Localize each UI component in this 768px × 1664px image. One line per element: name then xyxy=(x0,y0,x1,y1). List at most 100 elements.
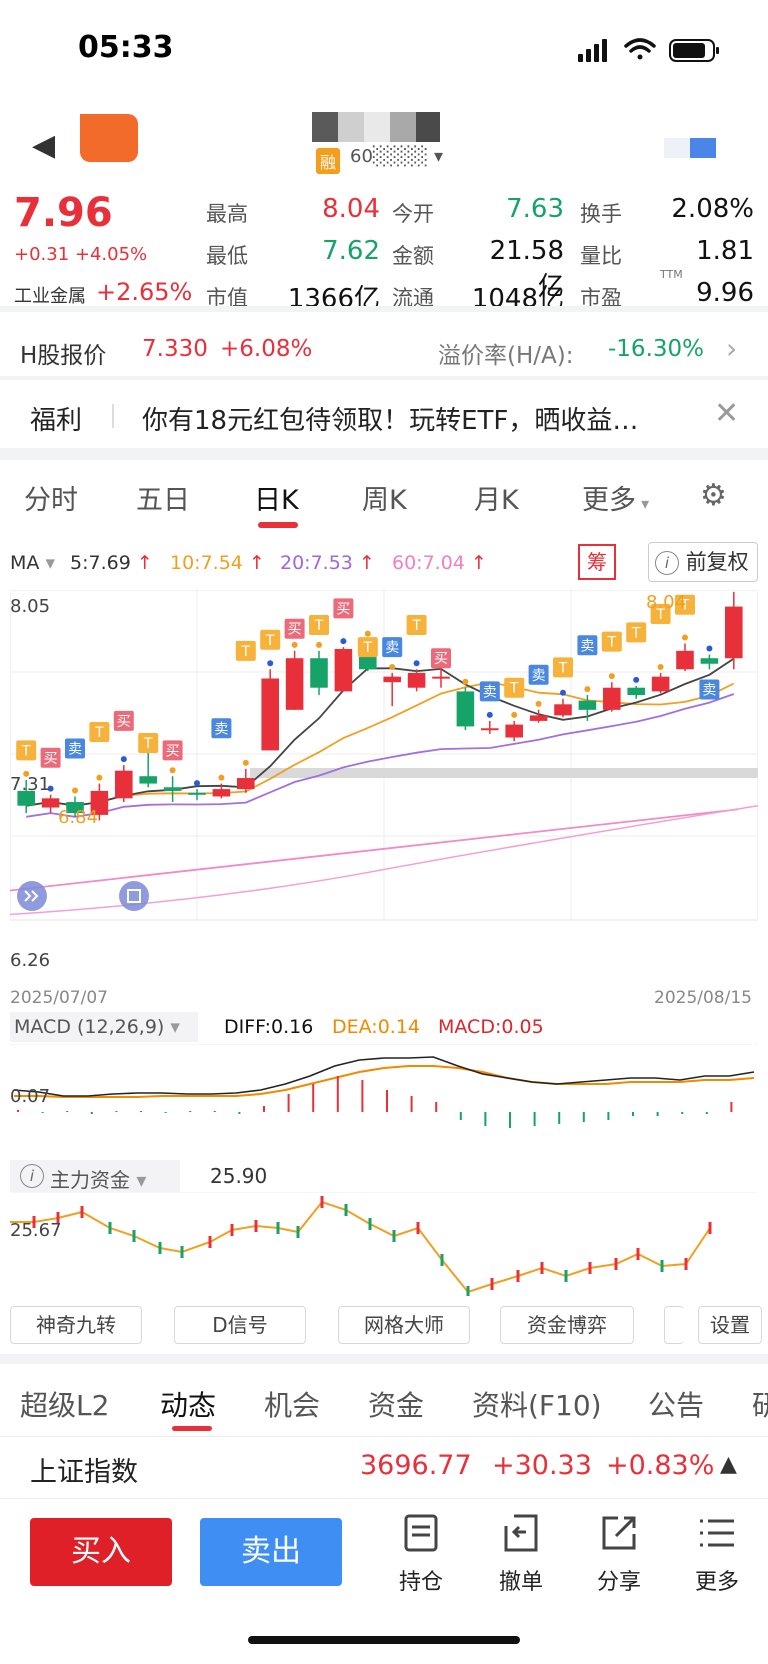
candle-body xyxy=(456,691,475,727)
signal-dot xyxy=(218,774,225,781)
ma-item: 60:7.04 ↑ xyxy=(392,552,487,574)
chevron-right-icon[interactable]: › xyxy=(726,332,738,365)
signal-dot xyxy=(194,780,200,787)
quote-label: 换手 xyxy=(580,202,622,226)
signal-dot xyxy=(47,785,54,792)
status-icons xyxy=(578,38,719,62)
date-end: 2025/08/15 xyxy=(654,988,752,1008)
tool-button-4[interactable]: 资金博弈 xyxy=(500,1306,634,1344)
sector-pct[interactable]: +2.65% xyxy=(96,278,193,306)
buy-button[interactable]: 买入 xyxy=(30,1518,172,1586)
tab-1[interactable]: 五日 xyxy=(136,485,190,516)
share-button[interactable]: 分享 xyxy=(584,1512,654,1596)
close-icon[interactable]: ✕ xyxy=(714,396,740,431)
settings-button[interactable]: 设置 xyxy=(698,1306,762,1344)
candle xyxy=(261,660,279,751)
signal-dot xyxy=(267,660,274,667)
signal-icon xyxy=(578,39,607,62)
index-name[interactable]: 上证指数 xyxy=(30,1457,138,1488)
candle xyxy=(505,711,523,742)
candle xyxy=(651,663,670,694)
info-icon: i xyxy=(655,551,679,575)
sell-button[interactable]: 卖出 xyxy=(200,1518,342,1586)
candle xyxy=(603,673,621,712)
share-label: 分享 xyxy=(596,1570,641,1595)
gear-icon[interactable]: ⚙ xyxy=(700,478,727,513)
bottom-tab-2[interactable]: 机会 xyxy=(264,1389,321,1422)
tool-button-2[interactable]: D信号 xyxy=(174,1306,306,1344)
y-tick-mid: 7.31 xyxy=(10,774,51,795)
tab-underline xyxy=(258,522,298,528)
chip-button[interactable]: 筹 xyxy=(578,544,616,580)
macd-selector[interactable] xyxy=(10,1012,198,1042)
candle xyxy=(285,641,304,710)
date-start: 2025/07/07 xyxy=(10,988,108,1008)
welfare-label: 福利 xyxy=(30,406,83,436)
signal-dot xyxy=(242,759,249,766)
marker-sell: 卖 xyxy=(479,681,500,702)
h-share-pct: +6.08% xyxy=(220,336,313,362)
info-icon[interactable]: i xyxy=(20,1164,44,1188)
tab-2[interactable]: 日K xyxy=(254,485,299,516)
candle xyxy=(188,780,206,801)
candle-body xyxy=(66,802,84,814)
header-right-redacted[interactable] xyxy=(664,138,716,160)
tab-3[interactable]: 周K xyxy=(362,485,407,516)
capital-value: 25.90 xyxy=(210,1164,268,1188)
candle-body xyxy=(725,606,743,659)
chevron-up-icon[interactable]: ▲ xyxy=(720,1452,737,1477)
cancel-order-button[interactable]: 撤单 xyxy=(486,1512,556,1596)
svg-text:T: T xyxy=(655,607,665,623)
y-tick-bottom: 6.26 xyxy=(10,950,51,971)
svg-text:T: T xyxy=(558,660,568,676)
bottom-tab-1[interactable]: 动态 xyxy=(160,1389,217,1422)
tab-4[interactable]: 月K xyxy=(474,485,519,516)
marker-buy: 买 xyxy=(333,598,354,619)
bottom-tab-4[interactable]: 资料(F10) xyxy=(472,1389,602,1422)
tool-button-partial[interactable] xyxy=(664,1306,684,1344)
holdings-label: 持仓 xyxy=(398,1570,443,1595)
svg-text:T: T xyxy=(21,743,31,759)
sector-name[interactable]: 工业金属 xyxy=(14,286,86,307)
candle-body xyxy=(237,778,255,790)
tool-button-3[interactable]: 网格大师 xyxy=(338,1306,470,1344)
macd-diff: DIFF:0.16 xyxy=(224,1016,314,1038)
h-share-label[interactable]: H股报价 xyxy=(20,343,107,369)
macd-value: MACD:0.05 xyxy=(438,1016,544,1038)
macd-chart[interactable] xyxy=(10,1044,758,1144)
welfare-banner-text[interactable]: 你有18元红包待领取！玩转ETF，晒收益… xyxy=(142,406,639,436)
candle-body xyxy=(432,676,450,679)
candle-body xyxy=(578,700,597,710)
bottom-tab-0[interactable]: 超级L2 xyxy=(20,1389,110,1422)
quote-value: 21.58亿 xyxy=(489,236,564,302)
diff-line xyxy=(13,1056,755,1097)
bottom-tab-5[interactable]: 公告 xyxy=(648,1389,705,1422)
svg-text:T: T xyxy=(631,625,641,641)
candle-body xyxy=(90,790,109,815)
signal-dot xyxy=(96,774,103,781)
marker-t: T xyxy=(553,657,573,678)
stock-code[interactable]: 60░░░░ ▾ xyxy=(350,146,444,167)
capital-chart[interactable] xyxy=(10,1192,758,1296)
ma-label[interactable]: MA ▾ xyxy=(10,552,55,574)
quote-value: 9.96 xyxy=(696,278,754,308)
fullscreen-icon xyxy=(119,881,149,911)
bottom-tab-6[interactable]: 研 xyxy=(752,1389,768,1422)
candle xyxy=(310,641,328,696)
candle xyxy=(676,634,694,672)
capital-label: 主力资金 ▾ xyxy=(50,1168,147,1192)
quote-value: 1.81 xyxy=(696,236,754,266)
svg-text:卖: 卖 xyxy=(214,721,228,737)
tab-5[interactable]: 更多 ▾ xyxy=(582,485,650,516)
back-arrow-icon[interactable]: ◀ xyxy=(32,128,56,163)
tab-0[interactable]: 分时 xyxy=(24,485,78,516)
holdings-button[interactable]: 持仓 xyxy=(386,1512,456,1596)
bottom-tab-3[interactable]: 资金 xyxy=(368,1389,425,1422)
premium-label: 溢价率(H/A): xyxy=(438,343,574,369)
svg-text:T: T xyxy=(411,618,421,634)
adjust-button[interactable]: i 前复权 xyxy=(648,542,758,582)
more-button[interactable]: 更多 xyxy=(682,1512,752,1596)
tool-button-1[interactable]: 神奇九转 xyxy=(10,1306,142,1344)
macd-label: MACD (12,26,9) ▾ xyxy=(14,1016,180,1038)
